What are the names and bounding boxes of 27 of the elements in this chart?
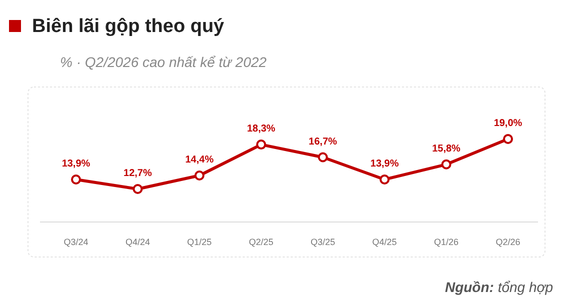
data-label: 16,7% xyxy=(308,136,338,148)
text: Nguồn: tổng hợp xyxy=(444,279,554,295)
x-tick-label: Q3/25 xyxy=(310,237,336,247)
x-tick-label: Q1/25 xyxy=(187,237,212,247)
point xyxy=(132,184,143,194)
point xyxy=(380,174,390,184)
x-tick-label: Q4/24 xyxy=(125,237,150,247)
chart-title: Biên lãi gộp theo quý xyxy=(32,16,225,37)
x-tick-label: Q4/25 xyxy=(372,237,397,247)
point xyxy=(441,159,452,170)
chart-subtitle: % · Q2/2026 cao nhất kể từ 2022 xyxy=(60,54,267,70)
point xyxy=(318,152,328,162)
point xyxy=(71,174,81,184)
data-label: 13,9% xyxy=(62,158,90,170)
point xyxy=(194,170,204,181)
data-label: 15,8% xyxy=(432,143,461,154)
data-label: 14,4% xyxy=(185,154,214,166)
x-tick-label: Q1/26 xyxy=(434,237,459,247)
data-label: 12,7% xyxy=(124,168,152,179)
x-tick-label: Q3/24 xyxy=(64,237,88,247)
point xyxy=(503,134,513,144)
x-tick-label: Q2/25 xyxy=(248,237,274,247)
point xyxy=(256,140,266,150)
data-label: 13,9% xyxy=(370,158,399,170)
x-tick-label: Q2/26 xyxy=(496,237,520,247)
data-label: 19,0% xyxy=(494,118,522,129)
data-label: 18,3% xyxy=(246,124,276,135)
